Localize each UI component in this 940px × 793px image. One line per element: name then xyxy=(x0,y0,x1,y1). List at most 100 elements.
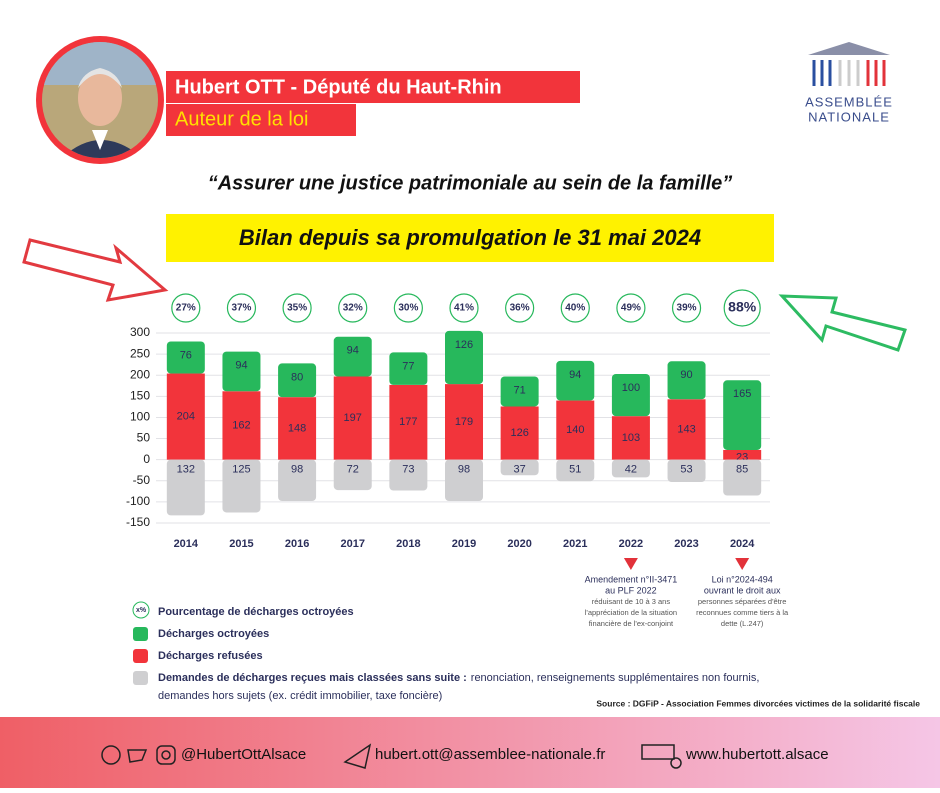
x-tick-label: 2015 xyxy=(229,538,253,550)
y-tick-label: 150 xyxy=(130,389,150,403)
y-tick-label: 50 xyxy=(137,431,151,445)
y-tick-label: 0 xyxy=(143,452,150,466)
share-marker xyxy=(505,293,535,323)
value-label: 73 xyxy=(402,464,414,476)
footer-social: @HubertOttAlsace xyxy=(181,746,306,763)
bar xyxy=(278,363,317,398)
bar xyxy=(723,380,762,450)
y-tick-label: 250 xyxy=(130,346,150,360)
logo-text: ASSEMBLÉE xyxy=(805,94,893,109)
arrow-left xyxy=(22,238,169,302)
share-label: 32% xyxy=(343,303,363,314)
footer-email: hubert.ott@assemblee-nationale.fr xyxy=(375,746,605,763)
annotation-text: reconnues comme tiers à la xyxy=(696,608,789,617)
x-tick-label: 2014 xyxy=(174,538,199,550)
value-label: 72 xyxy=(347,464,359,476)
x-tick-label: 2017 xyxy=(340,538,364,550)
legend-note: renonciation, renseignements supplémenta… xyxy=(471,672,760,684)
value-label: 51 xyxy=(569,464,581,476)
value-label: 125 xyxy=(232,464,250,476)
bar xyxy=(222,391,261,460)
bar xyxy=(611,373,650,417)
value-label: 71 xyxy=(514,384,526,396)
bar xyxy=(556,459,595,482)
bar xyxy=(723,459,762,496)
bar xyxy=(222,459,261,513)
value-label: 98 xyxy=(291,464,303,476)
name: Hubert OTT - Député du Haut-Rhin xyxy=(175,76,502,98)
bar xyxy=(500,459,539,476)
logo-text: NATIONALE xyxy=(808,109,890,124)
share-marker xyxy=(282,293,312,323)
legend-swatch xyxy=(133,649,148,663)
share-label: 40% xyxy=(565,303,585,314)
x-tick-label: 2024 xyxy=(730,538,755,550)
y-tick-label: 100 xyxy=(130,410,150,424)
bar xyxy=(333,459,372,491)
share-label: 36% xyxy=(510,303,530,314)
y-tick-label: 300 xyxy=(130,325,150,339)
share-marker xyxy=(226,293,257,323)
bar xyxy=(166,341,205,374)
bar xyxy=(667,459,706,483)
banner: Bilan depuis sa promulgation le 31 mai 2… xyxy=(239,225,701,250)
value-label: 85 xyxy=(736,464,748,476)
annotation-text: l'appréciation de la situation xyxy=(585,608,677,617)
bar xyxy=(222,351,261,392)
x-tick-label: 2021 xyxy=(563,538,587,550)
share-label: 35% xyxy=(287,303,307,314)
value-label: 94 xyxy=(569,369,581,381)
value-label: 37 xyxy=(514,464,526,476)
quote: “Assurer une justice patrimoniale au sei… xyxy=(208,172,733,194)
value-label: 126 xyxy=(510,427,528,439)
bar xyxy=(500,406,539,460)
value-label: 148 xyxy=(288,422,306,434)
value-label: 204 xyxy=(177,411,195,423)
legend-note: demandes hors sujets (ex. crédit immobil… xyxy=(158,690,442,702)
legend-label: Pourcentage de décharges octroyées xyxy=(158,606,354,618)
annotation-text: ouvrant le droit aux xyxy=(704,585,781,595)
share-label: 30% xyxy=(398,303,418,314)
bar xyxy=(556,400,595,460)
bar xyxy=(445,330,483,385)
bar xyxy=(445,384,483,460)
banner-box xyxy=(166,214,774,262)
bar xyxy=(611,416,650,460)
arrow-right xyxy=(778,294,907,352)
value-label: 98 xyxy=(458,464,470,476)
bar xyxy=(389,459,428,491)
bar xyxy=(723,449,762,460)
legend-share-icon xyxy=(132,601,150,619)
share-label: 37% xyxy=(231,303,251,314)
bar xyxy=(389,352,428,385)
share-marker xyxy=(449,293,479,323)
legend-label: Décharges octroyées xyxy=(158,628,269,640)
annotation-marker xyxy=(623,558,638,570)
legend-label: Décharges refusées xyxy=(158,650,263,662)
legend-swatch xyxy=(133,627,148,641)
share-label: 49% xyxy=(621,303,641,314)
share-label: 88% xyxy=(728,299,757,315)
bar xyxy=(611,459,650,478)
annotation-text: Amendement n°II-3471 xyxy=(585,574,678,584)
legend-share-icon-label: x% xyxy=(136,607,147,614)
share-marker xyxy=(560,293,590,323)
role: Auteur de la loi xyxy=(175,108,308,130)
value-label: 126 xyxy=(455,339,473,351)
logo: ASSEMBLÉE NATIONALE xyxy=(800,38,898,124)
value-label: 77 xyxy=(402,360,414,372)
bar xyxy=(667,399,706,460)
share-label: 27% xyxy=(176,303,196,314)
value-label: 42 xyxy=(625,464,637,476)
annotation-text: dette (L.247) xyxy=(721,619,764,628)
value-label: 53 xyxy=(680,464,692,476)
value-label: 94 xyxy=(235,359,247,371)
footer-web: www.hubertott.alsace xyxy=(685,746,829,763)
value-label: 94 xyxy=(347,345,359,357)
share-label: 41% xyxy=(454,303,474,314)
bar xyxy=(667,361,706,400)
value-label: 76 xyxy=(180,349,192,361)
share-label: 39% xyxy=(677,303,697,314)
annotation-text: Loi n°2024-494 xyxy=(712,574,773,584)
